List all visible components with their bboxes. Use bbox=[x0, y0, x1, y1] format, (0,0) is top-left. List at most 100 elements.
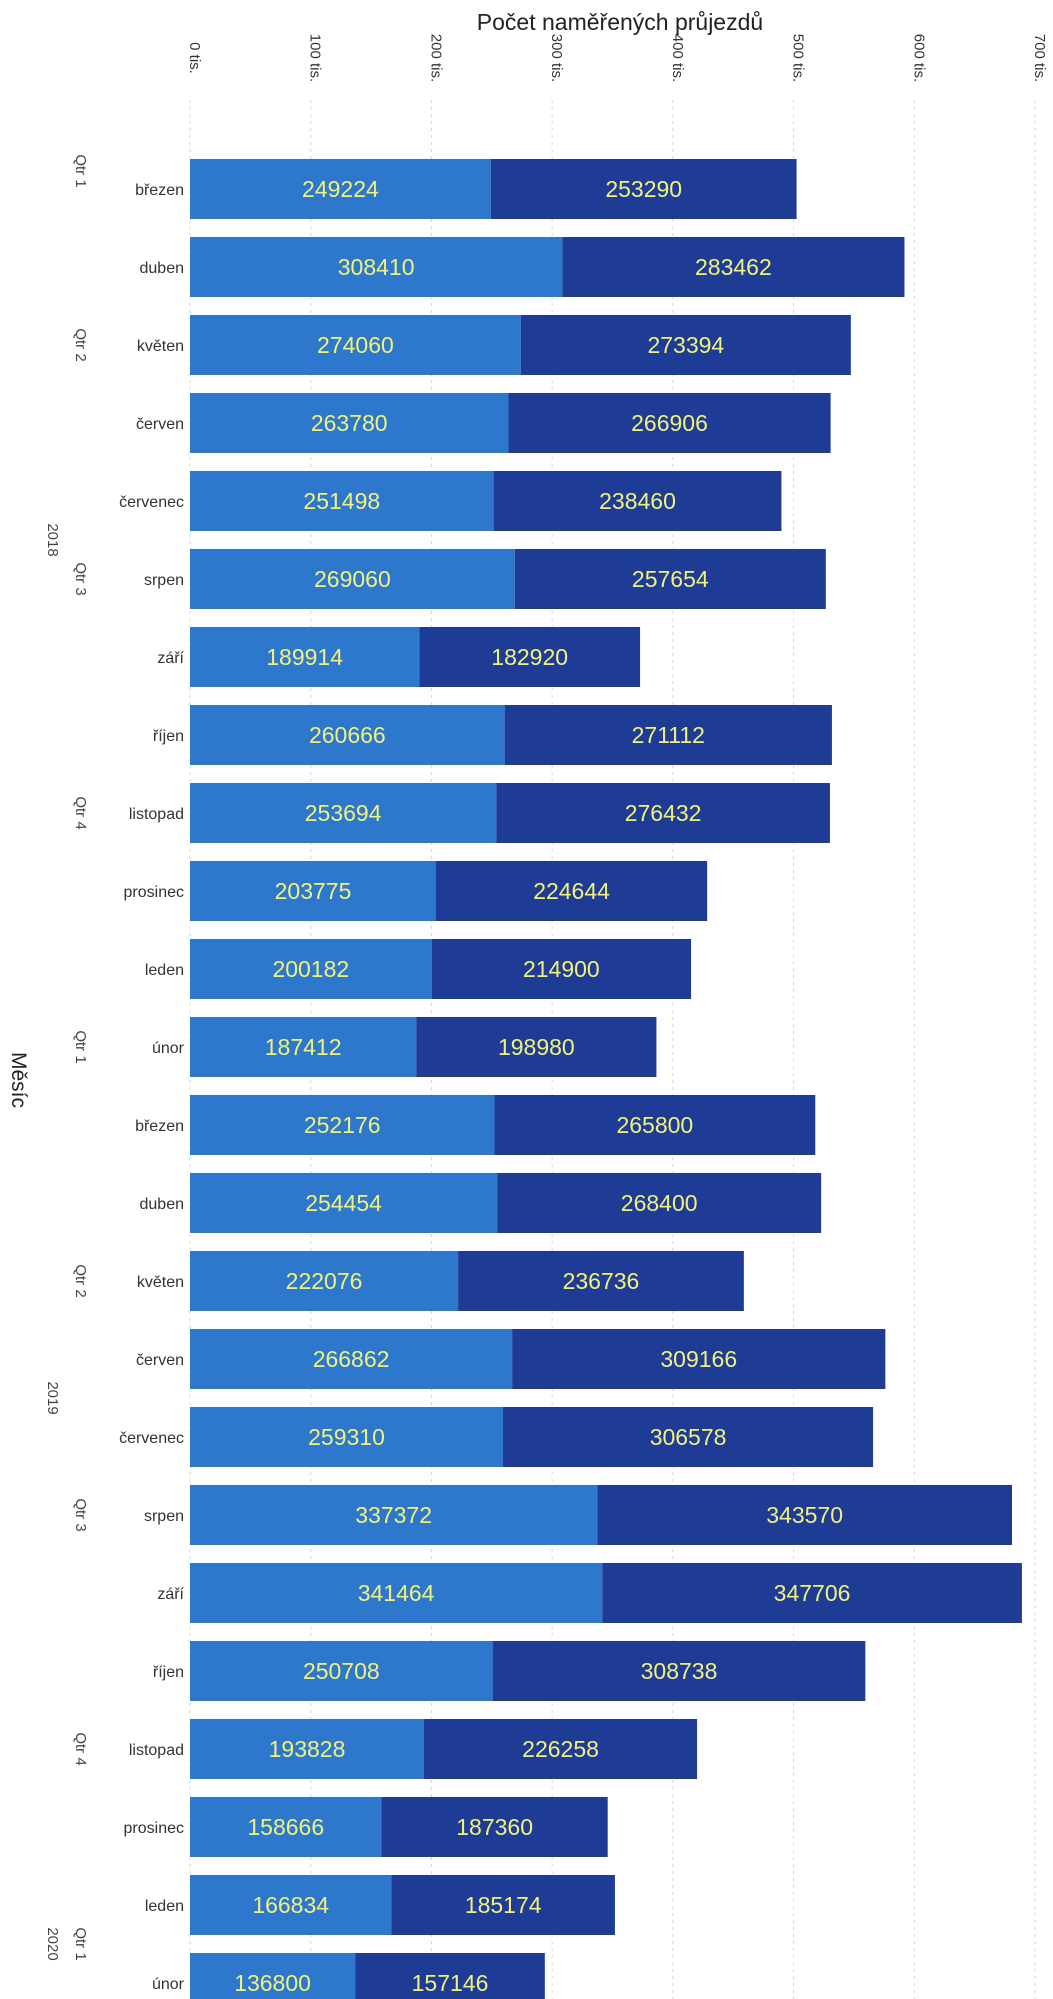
data-label: 259310 bbox=[308, 1424, 385, 1450]
bar-segment bbox=[416, 1017, 657, 1077]
y-tick-label: duben bbox=[140, 260, 185, 277]
data-label: 187360 bbox=[456, 1814, 533, 1840]
y-tick-label: listopad bbox=[129, 806, 184, 823]
y-tick-label: duben bbox=[140, 1196, 185, 1213]
bar-segment bbox=[435, 861, 708, 921]
bar-segment bbox=[497, 1173, 822, 1233]
y-axis-hierarchy-labels: Qtr 1 Qtr 2 Qtr 3 Qtr 4 Qtr 1 Qtr 2 Qtr 3 Qtr 4… bbox=[44, 154, 89, 1960]
data-label: 200182 bbox=[272, 956, 349, 982]
data-label: 166834 bbox=[252, 1892, 329, 1918]
y-axis-category-labels: březen duben květen červen červenec srpen září… bbox=[119, 182, 185, 1993]
data-label: 252176 bbox=[304, 1112, 381, 1138]
bar-segment bbox=[190, 393, 509, 453]
bar-segment bbox=[562, 237, 905, 297]
y-tick-label: únor bbox=[152, 1976, 185, 1993]
data-label: 257654 bbox=[632, 566, 709, 592]
data-label: 182920 bbox=[491, 644, 568, 670]
data-label: 283462 bbox=[695, 254, 772, 280]
bar-segment bbox=[490, 159, 797, 219]
data-label: 185174 bbox=[465, 1892, 542, 1918]
quarter-label: Qtr 1 bbox=[72, 1030, 89, 1063]
data-label: 158666 bbox=[247, 1814, 324, 1840]
quarter-label: Qtr 2 bbox=[72, 1264, 89, 1297]
y-tick-label: květen bbox=[137, 1274, 184, 1291]
data-label: 265800 bbox=[616, 1112, 693, 1138]
x-axis-title: Počet naměřených průjezdů bbox=[477, 9, 763, 35]
bar-segment bbox=[190, 627, 420, 687]
data-label: 341464 bbox=[358, 1580, 435, 1606]
data-label: 253694 bbox=[305, 800, 382, 826]
bar-segment bbox=[190, 1095, 495, 1155]
bar-segment bbox=[190, 1953, 356, 1999]
bar-segment bbox=[190, 1017, 417, 1077]
x-tick-label: 200 tis. bbox=[427, 34, 444, 82]
x-tick-label: 400 tis. bbox=[669, 34, 686, 82]
bar-segment bbox=[381, 1797, 608, 1857]
data-label: 157146 bbox=[412, 1970, 489, 1996]
data-label: 306578 bbox=[650, 1424, 727, 1450]
x-tick-label: 700 tis. bbox=[1031, 34, 1048, 82]
data-label: 198980 bbox=[498, 1034, 575, 1060]
data-label: 249224 bbox=[302, 176, 379, 202]
data-label: 276432 bbox=[625, 800, 702, 826]
data-label: 260666 bbox=[309, 722, 386, 748]
bar-segment bbox=[391, 1875, 615, 1935]
bar-segment bbox=[190, 705, 505, 765]
bar-segment bbox=[190, 1719, 424, 1779]
bar-segment bbox=[190, 1329, 513, 1389]
data-label: 136800 bbox=[234, 1970, 311, 1996]
bar-segment bbox=[494, 1095, 816, 1155]
bar-segment bbox=[419, 627, 641, 687]
data-label: 308410 bbox=[338, 254, 415, 280]
bar-segment bbox=[597, 1485, 1012, 1545]
bar-segment bbox=[190, 1797, 382, 1857]
data-label: 189914 bbox=[266, 644, 343, 670]
y-tick-label: červen bbox=[136, 1352, 184, 1369]
bar-segment bbox=[514, 549, 826, 609]
y-tick-label: prosinec bbox=[124, 1820, 184, 1837]
y-tick-label: leden bbox=[145, 1898, 184, 1915]
data-label: 347706 bbox=[774, 1580, 851, 1606]
bar-segment bbox=[190, 549, 515, 609]
y-tick-label: červenec bbox=[119, 1430, 184, 1447]
y-tick-label: červenec bbox=[119, 494, 184, 511]
data-label: 274060 bbox=[317, 332, 394, 358]
quarter-label: Qtr 1 bbox=[72, 1927, 89, 1960]
bar-segment bbox=[190, 159, 491, 219]
bar-segment bbox=[190, 1173, 498, 1233]
y-tick-label: září bbox=[157, 650, 184, 667]
bar-segment bbox=[190, 1641, 493, 1701]
bar-segment bbox=[190, 1485, 598, 1545]
bar-segment bbox=[493, 471, 782, 531]
y-tick-label: květen bbox=[137, 338, 184, 355]
bar-segment bbox=[492, 1641, 866, 1701]
data-label: 226258 bbox=[522, 1736, 599, 1762]
data-label: 236736 bbox=[563, 1268, 640, 1294]
x-tick-label: 300 tis. bbox=[548, 34, 565, 82]
bar-segment bbox=[190, 315, 521, 375]
data-label: 224644 bbox=[533, 878, 610, 904]
data-label: 253290 bbox=[605, 176, 682, 202]
y-axis-title: Měsíc bbox=[7, 1052, 30, 1108]
data-label: 187412 bbox=[265, 1034, 342, 1060]
x-tick-label: 0 tis. bbox=[186, 42, 203, 74]
bar-segment bbox=[190, 237, 563, 297]
y-tick-label: leden bbox=[145, 962, 184, 979]
y-tick-label: říjen bbox=[153, 1664, 184, 1681]
bar-segment bbox=[496, 783, 830, 843]
data-label: 269060 bbox=[314, 566, 391, 592]
bar-segment bbox=[190, 861, 436, 921]
year-label: 2019 bbox=[44, 1381, 61, 1414]
data-label: 214900 bbox=[523, 956, 600, 982]
bar-segment bbox=[520, 315, 851, 375]
data-label: 273394 bbox=[647, 332, 724, 358]
bar-segment bbox=[503, 1407, 874, 1467]
bar-segment bbox=[190, 939, 432, 999]
y-tick-label: únor bbox=[152, 1040, 185, 1057]
bar-segment bbox=[504, 705, 832, 765]
bar-segment bbox=[190, 1407, 504, 1467]
data-label: 250708 bbox=[303, 1658, 380, 1684]
quarter-label: Qtr 3 bbox=[72, 562, 89, 595]
bar-segment bbox=[190, 1875, 392, 1935]
